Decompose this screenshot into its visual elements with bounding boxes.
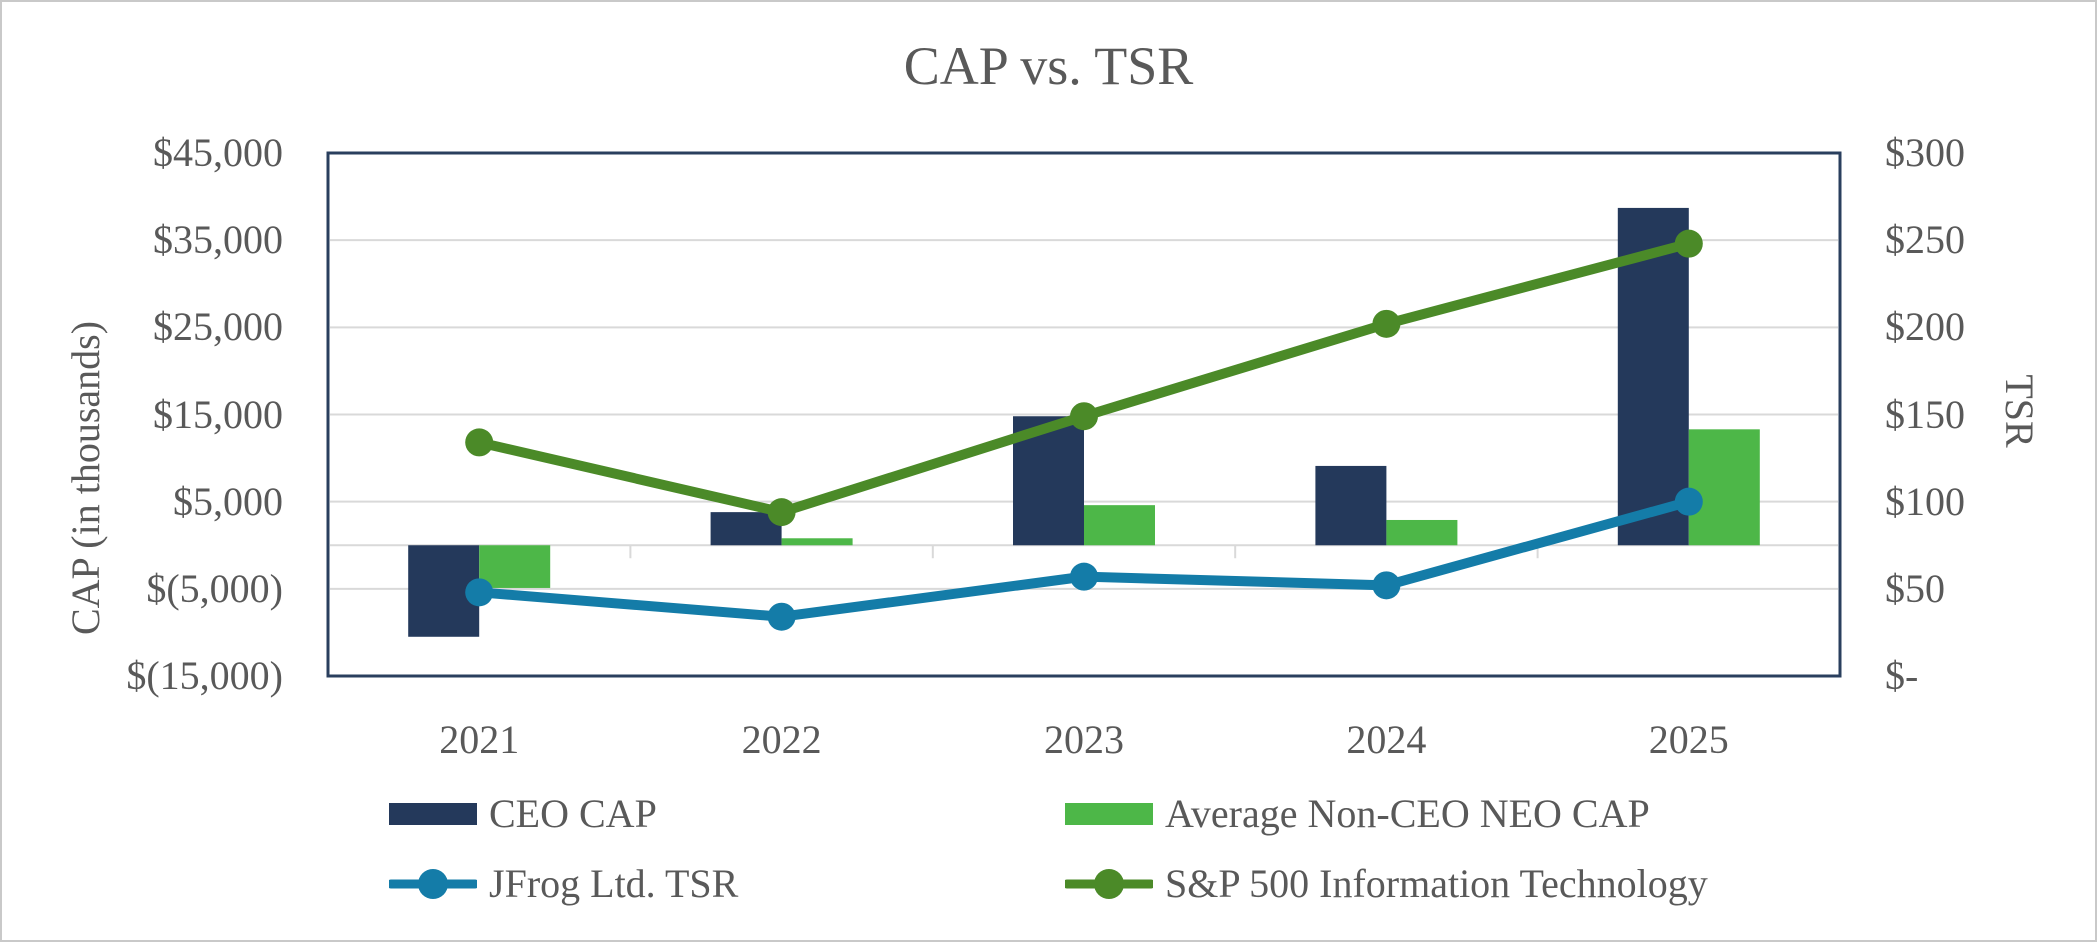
- chart-title: CAP vs. TSR: [903, 36, 1194, 96]
- x-axis-label: 2021: [439, 717, 520, 762]
- legend-label-jfrog-tsr: JFrog Ltd. TSR: [489, 861, 739, 906]
- marker-jfrog-tsr-2025: [1674, 487, 1703, 516]
- legend-item-ceo-cap: CEO CAP: [389, 792, 657, 836]
- right-axis-label: $100: [1885, 478, 1965, 524]
- right-axis-label: $250: [1885, 217, 1965, 263]
- right-axis-label: $-: [1885, 653, 1919, 698]
- legend-label-avg-non-ceo-cap: Average Non-CEO NEO CAP: [1165, 791, 1650, 836]
- right-axis-label: $200: [1885, 304, 1965, 350]
- legend-item-jfrog-tsr: JFrog Ltd. TSR: [389, 862, 738, 906]
- left-axis-label: $(15,000): [126, 653, 283, 698]
- left-axis-label: $(5,000): [146, 565, 283, 611]
- marker-sp500-it-2024: [1372, 309, 1401, 338]
- marker-sp500-it-2021: [465, 428, 494, 457]
- legend-line-marker-jfrog: [389, 869, 477, 899]
- legend-swatch-ceo-cap: [389, 803, 477, 825]
- left-axis-label: $5,000: [173, 478, 283, 524]
- x-axis-label: 2024: [1346, 717, 1427, 762]
- left-axis-label: $35,000: [153, 217, 283, 263]
- legend-item-avg-non-ceo-cap: Average Non-CEO NEO CAP: [1065, 792, 1650, 836]
- right-axis-label: $150: [1885, 391, 1965, 437]
- bar-avg-cap-2021: [479, 545, 551, 588]
- marker-jfrog-tsr-2022: [767, 602, 796, 631]
- left-axis-label: $25,000: [153, 304, 283, 350]
- left-axis-label: $15,000: [153, 391, 283, 437]
- bar-avg-cap-2023: [1084, 505, 1155, 546]
- marker-sp500-it-2022: [767, 498, 796, 527]
- left-axis-label: $45,000: [153, 130, 283, 175]
- bar-avg-cap-2025: [1688, 429, 1760, 546]
- bar-ceo-cap-2024: [1315, 465, 1387, 546]
- plot-border: [326, 151, 1842, 678]
- legend-label-ceo-cap: CEO CAP: [489, 791, 657, 836]
- legend-line-marker-sp500: [1065, 869, 1153, 899]
- legend-label-sp500-it: S&P 500 Information Technology: [1165, 861, 1708, 906]
- marker-jfrog-tsr-2021: [465, 578, 494, 607]
- x-axis-label: 2025: [1648, 717, 1729, 762]
- x-axis-label: 2023: [1044, 717, 1124, 762]
- legend-item-sp500-it: S&P 500 Information Technology: [1065, 862, 1708, 906]
- marker-sp500-it-2025: [1674, 229, 1703, 258]
- marker-jfrog-tsr-2024: [1372, 571, 1401, 600]
- bar-avg-cap-2024: [1386, 519, 1458, 546]
- right-axis-label: $50: [1885, 565, 1945, 611]
- legend-swatch-avg-non-ceo-cap: [1065, 803, 1153, 825]
- marker-jfrog-tsr-2023: [1070, 562, 1098, 591]
- right-axis-label: $300: [1885, 130, 1965, 175]
- x-axis-label: 2022: [741, 717, 822, 762]
- marker-sp500-it-2023: [1070, 402, 1098, 431]
- bar-avg-cap-2022: [781, 538, 853, 546]
